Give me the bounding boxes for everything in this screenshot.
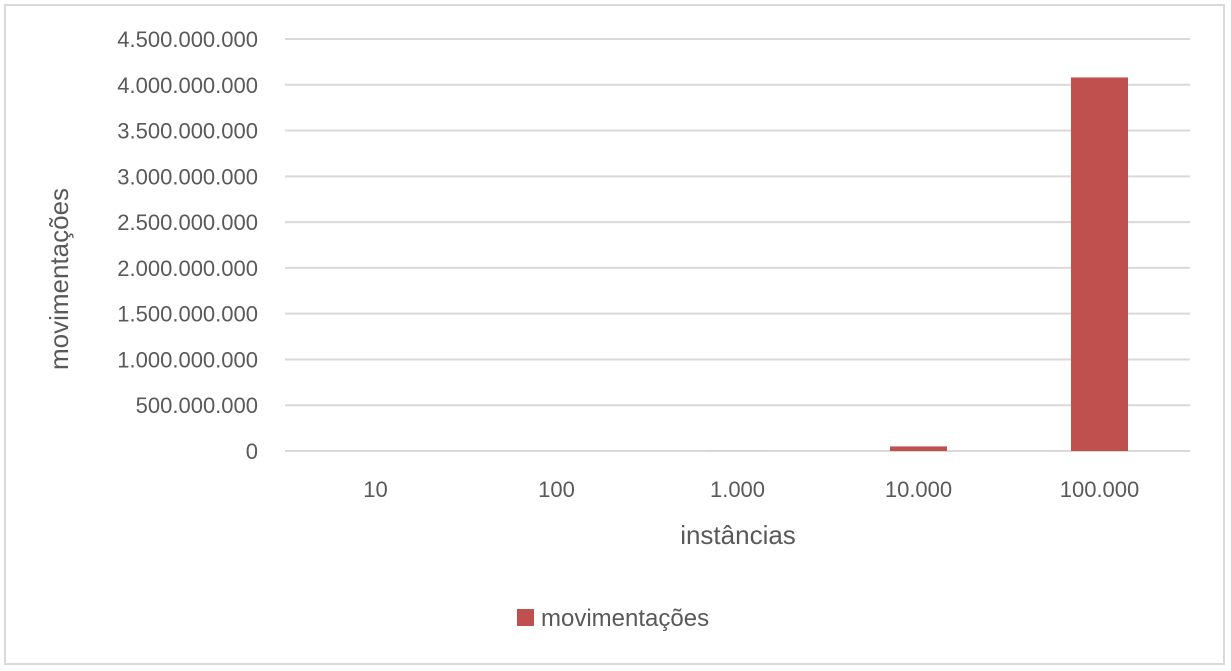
bars [528, 77, 1128, 451]
y-tick-label: 2.000.000.000 [117, 256, 258, 281]
chart-frame [4, 4, 1225, 665]
x-axis-title: instâncias [680, 520, 796, 550]
legend-swatch [517, 609, 534, 626]
gridlines [285, 38, 1190, 452]
y-tick-label: 2.500.000.000 [117, 210, 258, 235]
x-tick-label: 1.000 [710, 477, 765, 502]
x-axis-tick-labels: 10 100 1.000 10.000 100.000 [363, 477, 1139, 502]
y-tick-label: 1.500.000.000 [117, 302, 258, 327]
y-tick-label: 3.000.000.000 [117, 164, 258, 189]
legend-label: movimentações [541, 605, 709, 632]
y-tick-label: 4.000.000.000 [117, 73, 258, 98]
x-tick-label: 10.000 [885, 477, 952, 502]
y-tick-label: 1.000.000.000 [117, 347, 258, 372]
y-tick-label: 500.000.000 [136, 393, 258, 418]
legend: movimentações [517, 605, 709, 632]
x-tick-label: 10 [363, 477, 387, 502]
bar-10.000 [890, 446, 947, 451]
y-tick-label: 0 [246, 439, 258, 464]
y-axis-title: movimentações [44, 188, 74, 370]
y-tick-label: 4.500.000.000 [117, 27, 258, 52]
y-axis-tick-labels: 0 500.000.000 1.000.000.000 1.500.000.000 2.… [117, 27, 258, 464]
y-tick-label: 3.500.000.000 [117, 119, 258, 144]
x-tick-label: 100.000 [1060, 477, 1140, 502]
bar-100.000 [1071, 77, 1128, 451]
x-tick-label: 100 [538, 477, 575, 502]
